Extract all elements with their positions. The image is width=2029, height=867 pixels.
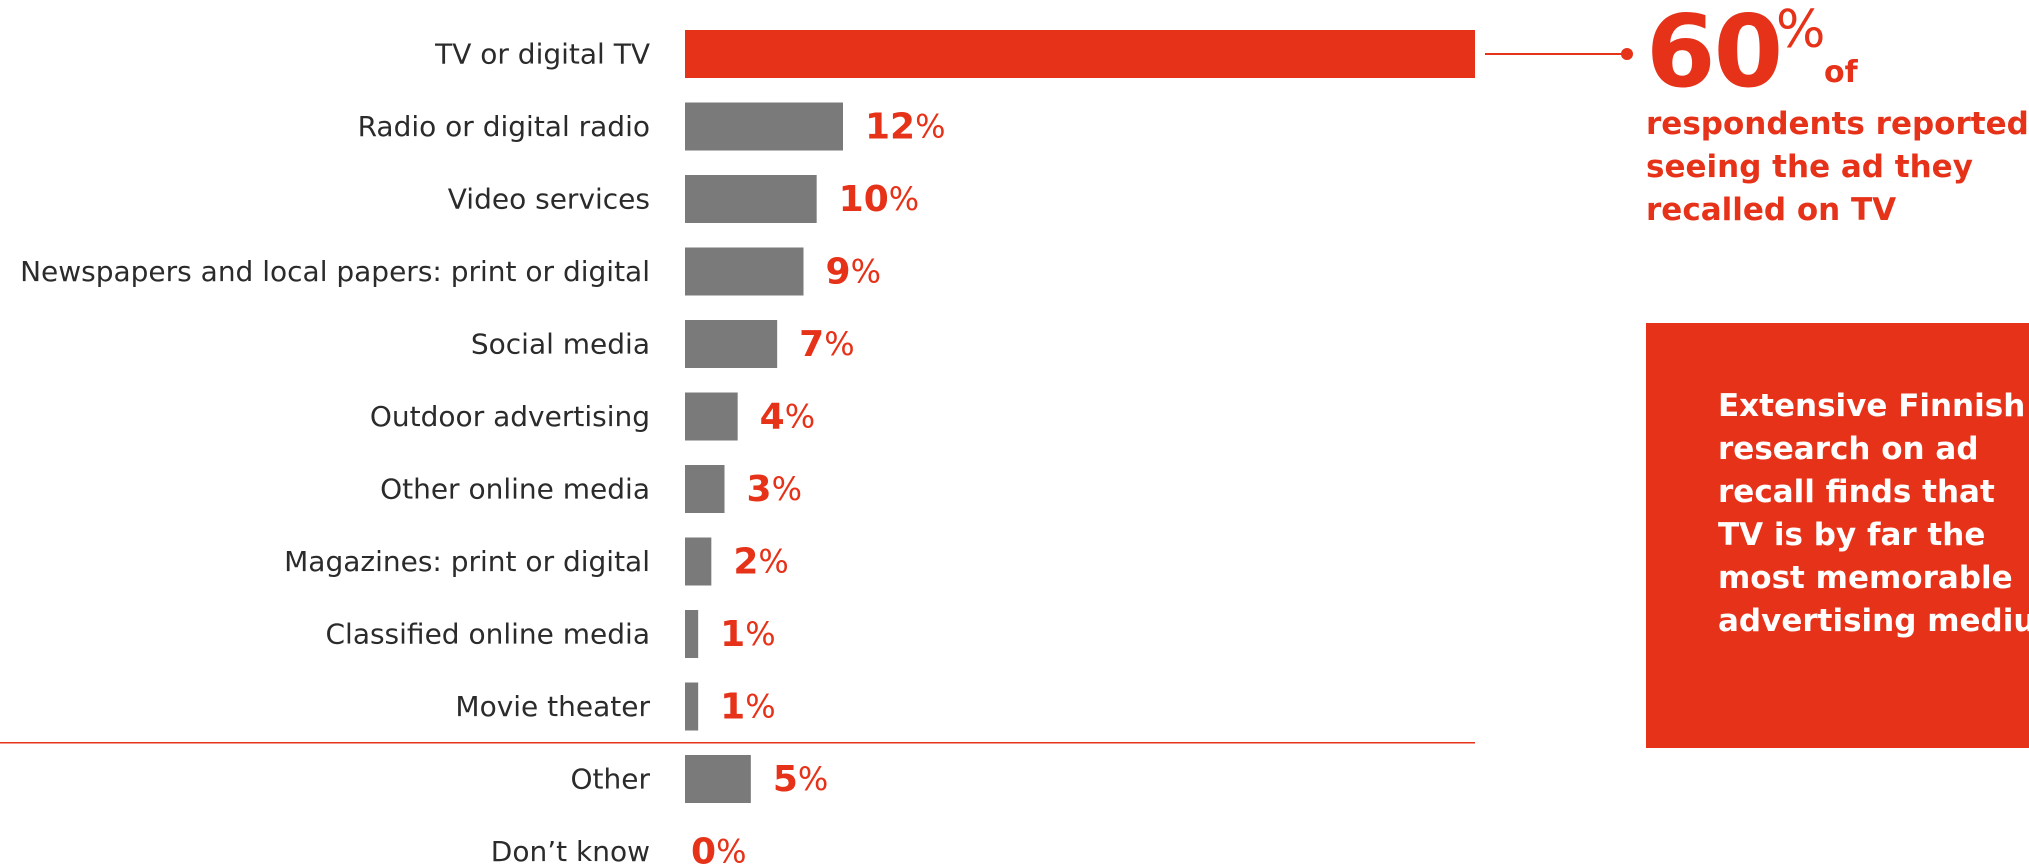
value-label: 5% [773, 759, 828, 800]
value-label: 1% [720, 614, 775, 655]
category-label: Social media [471, 328, 650, 361]
bar [685, 320, 778, 368]
value-label: 0% [691, 831, 746, 867]
value-label: 12% [865, 106, 946, 147]
value-label: 1% [720, 686, 775, 727]
category-label: Outdoor advertising [370, 400, 650, 433]
info-box-line: recall finds that [1718, 474, 1995, 510]
bar-highlight [685, 30, 1475, 78]
bar [685, 102, 843, 151]
category-label: Magazines: print or digital [284, 545, 650, 578]
value-label: 3% [747, 469, 802, 510]
value-label: 10% [839, 179, 920, 220]
info-box-line: advertising medium [1718, 603, 2029, 639]
info-box-line: TV is by far the [1718, 517, 1986, 553]
bar [685, 537, 712, 586]
value-label: 4% [760, 396, 815, 437]
value-label: 7% [799, 324, 854, 365]
category-label: Radio or digital radio [358, 110, 650, 143]
callout-connector-dot [1621, 48, 1633, 60]
bar [685, 392, 738, 441]
category-label: Don’t know [491, 835, 650, 867]
bar [685, 682, 699, 731]
bar [685, 247, 804, 296]
bar-chart: TV or digital TV Radio or digital radio 12… [0, 30, 1633, 867]
bar [685, 610, 699, 658]
info-box-line: Extensive Finnish [1718, 388, 2026, 424]
bar [685, 175, 817, 223]
bar [685, 755, 751, 803]
category-label: Movie theater [455, 690, 650, 723]
value-label: 2% [733, 541, 788, 582]
callout-big-value: 60 [1646, 0, 1783, 110]
bar [685, 465, 725, 513]
info-box: Extensive Finnish research on ad recall … [1646, 323, 2029, 748]
info-box-text: Extensive Finnish research on ad recall … [1718, 385, 2029, 643]
info-box-line: research on ad [1718, 431, 1979, 467]
callout-of-text: of [1824, 55, 1858, 90]
category-label: Classified online media [325, 618, 650, 651]
value-label: 9% [826, 251, 881, 292]
callout-description: respondents reported seeing the ad they … [1646, 106, 2029, 228]
callout-percent-sign: % [1776, 0, 1826, 60]
category-label: TV or digital TV [434, 38, 650, 71]
info-box-line: most memorable [1718, 560, 2013, 596]
category-label: Other [570, 763, 650, 796]
category-label: Other online media [380, 473, 650, 506]
category-label: Newspapers and local papers: print or di… [20, 255, 650, 288]
category-label: Video services [448, 183, 650, 216]
